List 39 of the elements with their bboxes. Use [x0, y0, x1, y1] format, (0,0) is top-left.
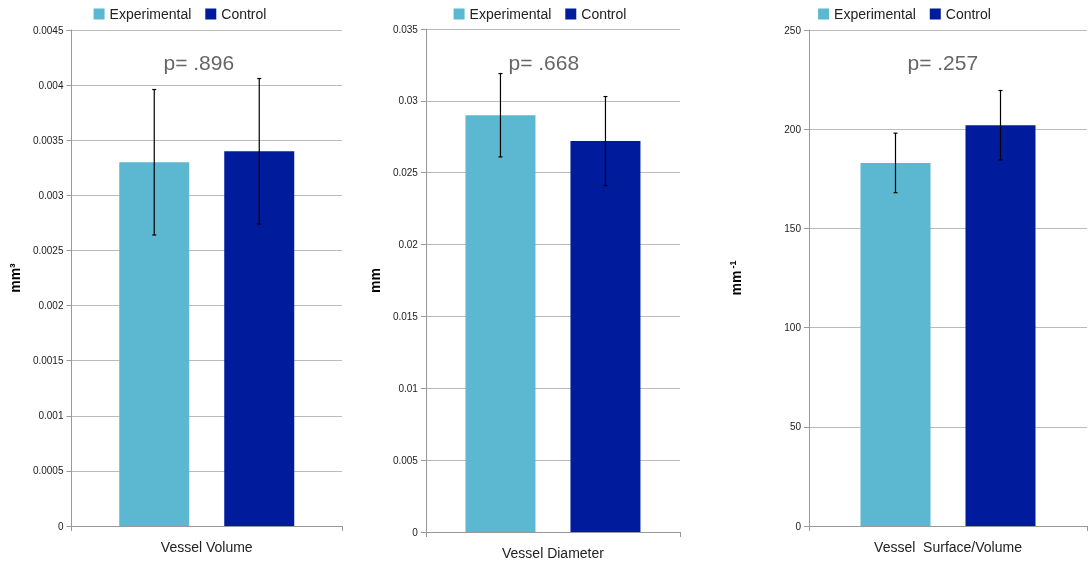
legend-label: Control [221, 6, 267, 22]
y-axis-title: mm-1 [727, 260, 744, 296]
y-axis-title: mm [367, 268, 383, 293]
annotation: p= .257 [907, 51, 979, 74]
y-tick-label: 0.004 [38, 79, 64, 91]
y-tick-label: 150 [784, 222, 802, 234]
y-tick-label: 0.035 [392, 23, 419, 35]
y-tick-label: 0.01 [398, 382, 419, 394]
y-tick-label: 0 [57, 520, 64, 532]
y-tick-label: 0 [795, 520, 802, 532]
y-tick-label: 0.02 [398, 239, 419, 251]
y-tick-label: 200 [784, 123, 802, 135]
legend-label: Experimental [834, 6, 916, 22]
y-tick-label: 0.0015 [32, 355, 64, 367]
legend-label: Control [945, 6, 991, 22]
annotation: p= .896 [163, 51, 235, 74]
y-tick-label: 100 [784, 322, 802, 334]
y-tick-label: 0.005 [392, 454, 419, 466]
y-tick-label: 0.015 [392, 310, 419, 322]
y-tick-label: 0.0005 [32, 465, 64, 477]
y-axis-title: mm³ [7, 262, 23, 293]
x-tick-label: Vessel Surface/Volume [874, 539, 1023, 555]
annotation: p= .668 [508, 51, 580, 74]
y-tick-label: 0.003 [38, 189, 64, 201]
y-tick-label: 0.03 [398, 95, 419, 107]
y-tick-label: 0.0045 [32, 24, 64, 36]
y-tick-label: 0.001 [38, 410, 64, 422]
legend-label: Control [581, 6, 627, 22]
y-tick-label: 50 [789, 421, 802, 433]
y-tick-label: 0.0035 [32, 134, 64, 146]
y-tick-label: 0.0025 [32, 244, 64, 256]
y-tick-label: 0.025 [392, 167, 419, 179]
legend-label: Experimental [469, 6, 552, 22]
legend-label: Experimental [109, 6, 192, 22]
x-tick-label: Vessel Volume [160, 539, 253, 555]
y-tick-label: 0 [412, 526, 419, 538]
y-tick-label: 0.002 [38, 300, 64, 312]
x-tick-label: Vessel Diameter [501, 545, 605, 561]
y-tick-label: 250 [784, 24, 802, 36]
